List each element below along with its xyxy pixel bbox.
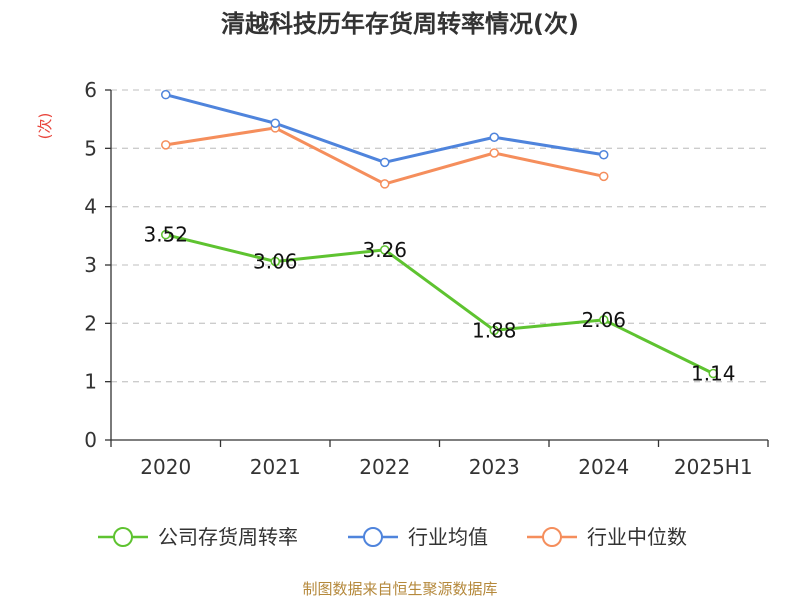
y-tick-label: 2 [84, 311, 97, 335]
legend-marker [113, 527, 133, 547]
legend-item-2: 行业中位数 [527, 525, 687, 549]
data-labels: 3.52 3.06 3.26 1.88 2.06 1.14 [143, 223, 735, 386]
x-tick-label: 2020 [140, 455, 191, 479]
data-label: 1.14 [691, 362, 736, 386]
gridlines [111, 89, 768, 383]
legend-marker [363, 527, 383, 547]
y-tick-label: 0 [84, 428, 97, 452]
series-1-point [270, 118, 280, 128]
series-0-point [380, 245, 390, 255]
x-tick-label: 2023 [469, 455, 520, 479]
series-1-point [489, 132, 499, 142]
legend-label: 行业均值 [408, 525, 488, 549]
series-2-line [165, 126, 605, 186]
x-tick-label: 2024 [578, 455, 629, 479]
source-note: 制图数据来自恒生聚源数据库 [302, 580, 497, 598]
series-2-point [161, 140, 171, 150]
legend-item-1: 行业均值 [348, 525, 488, 549]
data-label: 2.06 [581, 308, 626, 332]
series-1-point [380, 157, 390, 168]
series-0-point [270, 256, 280, 267]
data-label: 3.26 [362, 238, 407, 262]
series-0-point [489, 325, 499, 336]
series-1-point [599, 150, 609, 160]
y-tick-label: 4 [84, 195, 97, 219]
legend-label: 行业中位数 [587, 525, 687, 549]
y-axis-label: (次) [36, 113, 54, 140]
x-tick-label: 2022 [359, 455, 410, 479]
series-2-point [489, 148, 499, 158]
y-tick-label: 1 [84, 370, 97, 394]
series-2-point [599, 171, 609, 182]
x-tick-label: 2025H1 [674, 455, 753, 479]
series-0-point [161, 229, 171, 240]
series-0-point [599, 315, 609, 325]
axes: 0 1 2 3 4 5 6 2020 2021 2022 2023 2024 2025H1 [84, 78, 769, 479]
y-tick-label: 3 [84, 253, 97, 277]
data-label: 1.88 [472, 318, 517, 342]
series-0-point [708, 368, 718, 379]
y-tick-label: 6 [84, 78, 97, 102]
data-label: 3.06 [253, 250, 298, 274]
legend-label: 公司存货周转率 [158, 525, 298, 549]
series-1-line [165, 93, 604, 164]
y-tick-label: 5 [84, 136, 97, 160]
series-1-point [161, 89, 171, 100]
x-tick-label: 2021 [250, 455, 301, 479]
legend-marker [542, 527, 562, 547]
series-0-line [165, 233, 714, 375]
legend: 公司存货周转率 行业均值 行业中位数 [98, 525, 687, 549]
chart-title: 清越科技历年存货周转率情况(次) [221, 10, 579, 38]
legend-item-0: 公司存货周转率 [98, 525, 298, 549]
series-2-point [380, 179, 390, 189]
data-label: 3.52 [143, 223, 188, 247]
series-layer [161, 89, 718, 379]
